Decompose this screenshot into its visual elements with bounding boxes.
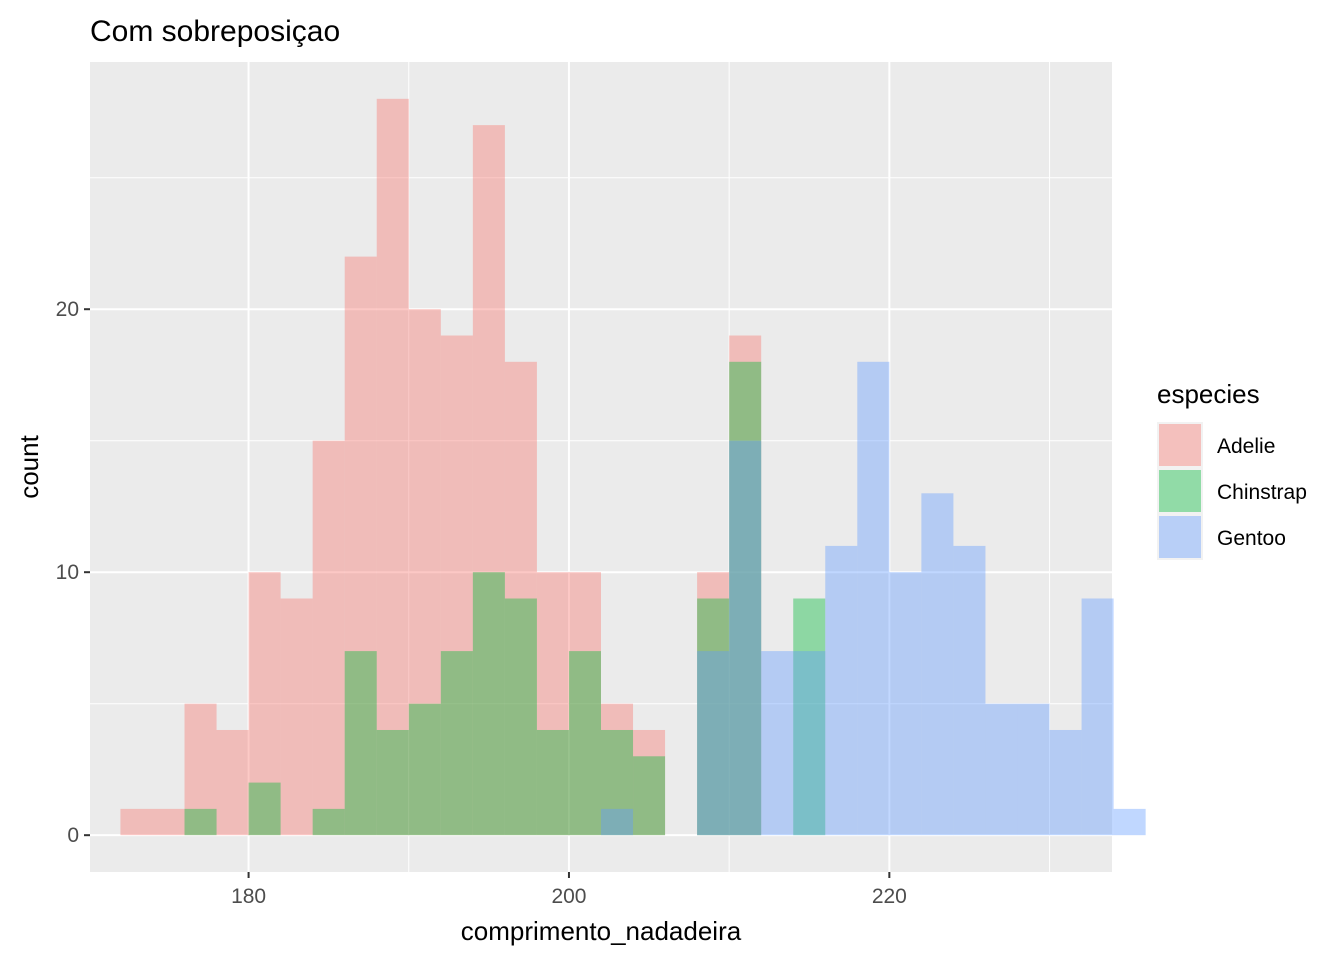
bar-gentoo (857, 361, 890, 836)
legend-label-chinstrap: Chinstrap (1217, 481, 1307, 504)
series-chinstrap (184, 361, 826, 836)
bar-adelie (312, 440, 345, 836)
series-adelie (120, 98, 762, 836)
legend-label-adelie: Adelie (1217, 435, 1275, 458)
bar-gentoo (729, 440, 762, 836)
bar-gentoo (761, 651, 794, 836)
y-tick-label: 10 (56, 561, 79, 584)
series-gentoo (601, 361, 1146, 836)
bar-chinstrap (376, 729, 409, 836)
bar-gentoo (953, 545, 986, 836)
bar-chinstrap (472, 572, 505, 836)
x-tick-label: 220 (872, 885, 907, 908)
bar-chinstrap (729, 361, 762, 836)
bar-adelie (697, 572, 730, 836)
histogram-bars (120, 98, 1146, 836)
bar-gentoo (921, 493, 954, 836)
legend-key-bg (1157, 422, 1203, 468)
x-tick-label: 200 (551, 885, 586, 908)
bar-adelie (504, 361, 537, 836)
x-tick-label: 180 (231, 885, 266, 908)
bar-gentoo (697, 651, 730, 836)
bar-chinstrap (248, 782, 281, 836)
bar-gentoo (1017, 703, 1050, 836)
x-axis-title: comprimento_nadadeira (461, 916, 742, 946)
plot-panel (90, 62, 1112, 872)
chart-title: Com sobreposiçao (90, 15, 340, 48)
legend-label-gentoo: Gentoo (1217, 527, 1286, 550)
legend-key-gentoo (1159, 516, 1201, 558)
bar-gentoo (601, 808, 634, 836)
bar-adelie (729, 335, 762, 836)
bar-gentoo (1113, 808, 1146, 836)
bar-gentoo (825, 545, 858, 836)
y-axis-title: count (14, 434, 44, 498)
x-axis-ticks: 180 200 220 (231, 872, 907, 908)
bar-adelie (280, 598, 313, 836)
bar-adelie (633, 729, 666, 836)
legend: especies Adelie Chinstrap Gentoo (1157, 379, 1307, 560)
y-axis-ticks: 0 10 20 (56, 298, 90, 847)
bar-chinstrap (312, 808, 345, 836)
legend-key-chinstrap (1159, 470, 1201, 512)
major-gridlines (90, 62, 1112, 872)
bar-chinstrap (633, 756, 666, 836)
bar-adelie (440, 335, 473, 836)
bar-adelie (601, 703, 634, 836)
bar-adelie (216, 729, 249, 836)
bar-chinstrap (184, 808, 217, 836)
bar-gentoo (793, 651, 826, 836)
bar-chinstrap (697, 598, 730, 836)
bar-chinstrap (440, 651, 473, 836)
bar-chinstrap (568, 651, 601, 836)
bar-adelie (120, 808, 153, 836)
y-tick-label: 20 (56, 298, 79, 321)
bar-adelie (152, 808, 185, 836)
bar-adelie (376, 98, 409, 836)
y-tick-label: 0 (67, 824, 79, 847)
bar-gentoo (985, 703, 1018, 836)
bar-chinstrap (601, 729, 634, 836)
bar-chinstrap (793, 598, 826, 836)
bar-chinstrap (344, 651, 377, 836)
legend-key-bg (1157, 514, 1203, 560)
legend-key-adelie (1159, 424, 1201, 466)
bar-gentoo (889, 572, 922, 836)
minor-gridlines (90, 62, 1112, 872)
bar-adelie (184, 703, 217, 836)
bar-adelie (536, 572, 569, 836)
legend-title: especies (1157, 379, 1260, 409)
bar-gentoo (1049, 729, 1082, 836)
bar-adelie (568, 572, 601, 836)
bar-adelie (408, 309, 441, 836)
bar-adelie (344, 256, 377, 836)
bar-chinstrap (536, 729, 569, 836)
bar-adelie (248, 572, 281, 836)
legend-items: Adelie Chinstrap Gentoo (1157, 422, 1307, 560)
bar-chinstrap (504, 598, 537, 836)
legend-key-bg (1157, 468, 1203, 514)
bar-chinstrap (408, 703, 441, 836)
bar-adelie (472, 125, 505, 836)
bar-gentoo (1081, 598, 1114, 836)
